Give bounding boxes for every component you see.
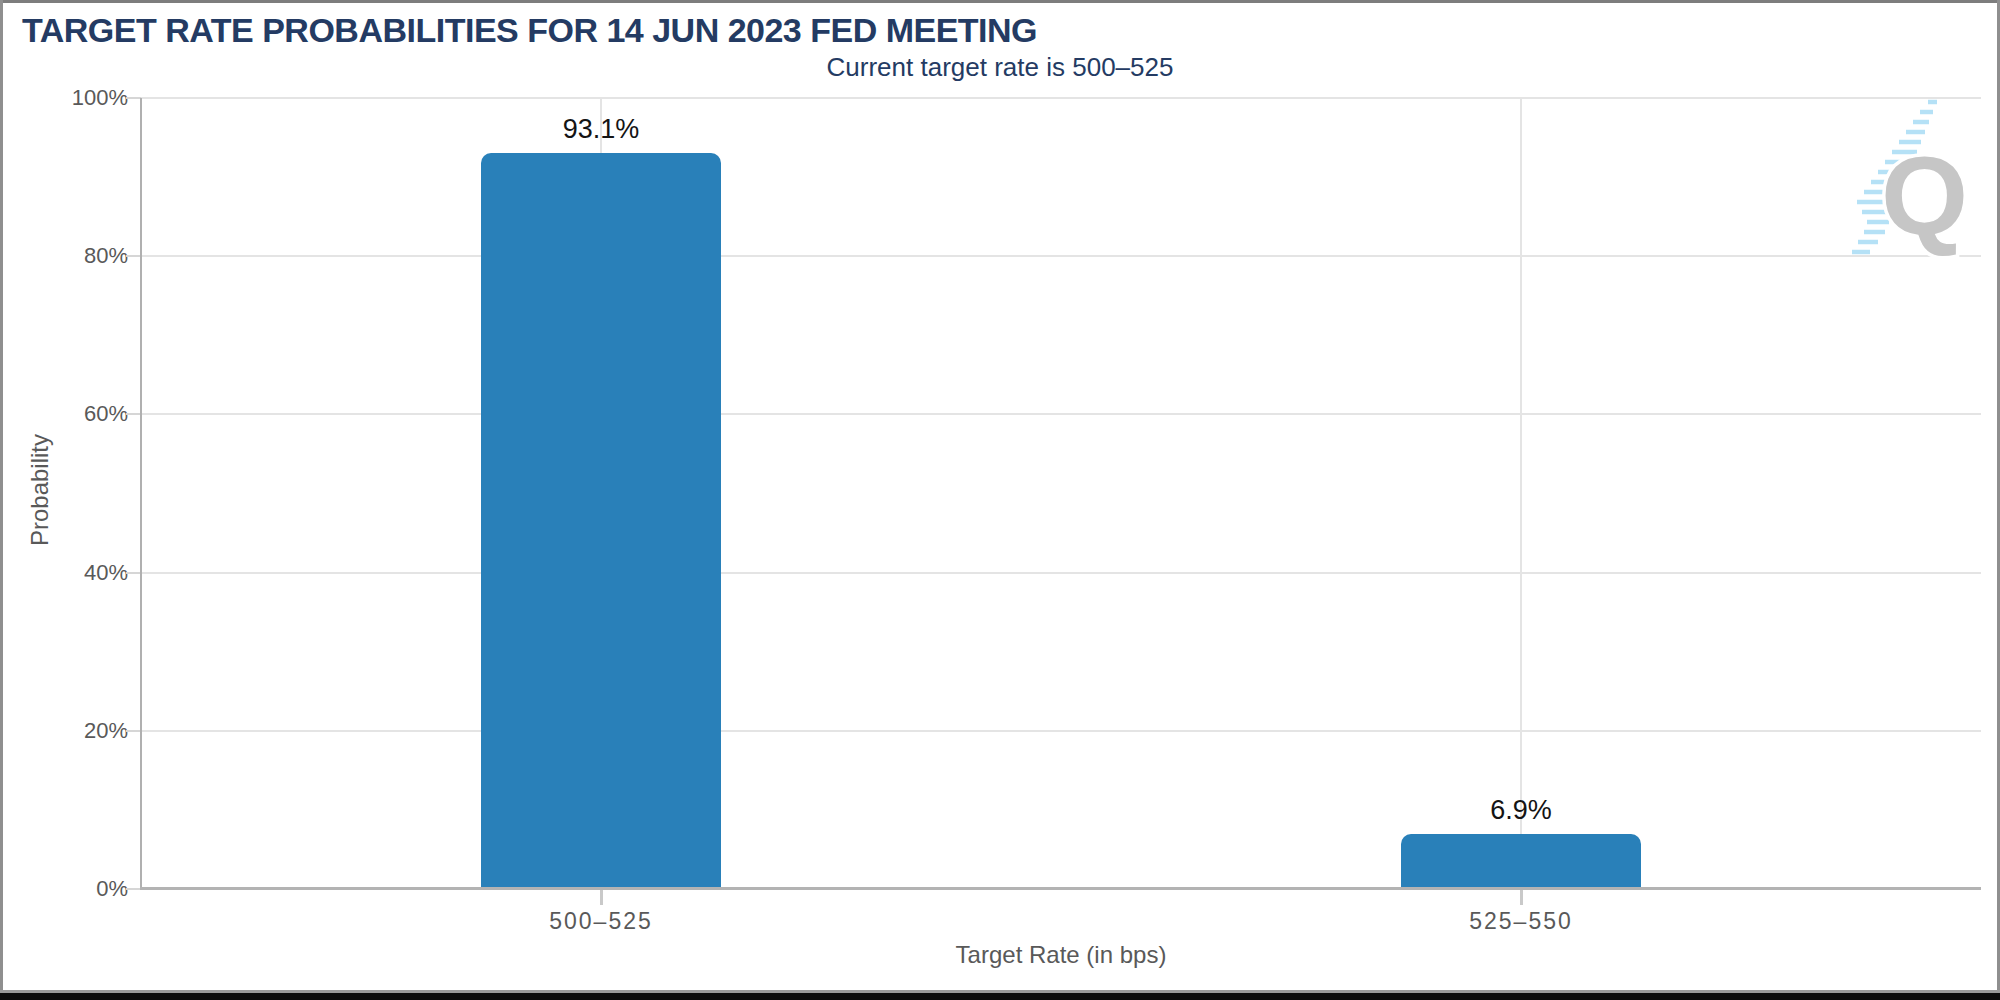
y-tick-label-0: 0% [96,877,128,901]
window-border-left [0,0,3,990]
y-tick-label-40: 40% [84,561,128,585]
logo-q-letter: Q [1881,133,1968,258]
y-tick-mark [126,97,141,99]
y-tick-label-60: 60% [84,402,128,426]
y-axis-title: Probability [26,434,54,546]
y-tick-label-100: 100% [72,86,128,110]
bar-column-525-550: 6.9% [1401,98,1641,889]
gridline-40pct [141,572,1981,574]
window-border-top [0,0,2000,3]
bar-500-525 [481,153,721,889]
gridline-100pct [141,97,1981,99]
x-tick-mark [1520,889,1523,905]
y-axis-line [140,98,142,889]
y-tick-label-20: 20% [84,719,128,743]
window-edge-strip [0,993,2000,1000]
chart-subtitle: Current target rate is 500–525 [0,52,2000,83]
x-axis-title: Target Rate (in bps) [141,941,1981,969]
gridline-20pct [141,730,1981,732]
y-tick-mark [126,255,141,257]
x-tick-mark [600,889,603,905]
bar-525-550 [1401,834,1641,889]
fedwatch-chart-window: { "chart_data": { "type": "bar", "title"… [0,0,2000,1000]
bar-column-500-525: 93.1% [481,98,721,889]
gridline-80pct [141,255,1981,257]
bar-value-label: 93.1% [563,114,640,144]
x-tick-label-500-525: 500–525 [549,908,653,935]
y-axis-tick-labels: 100% 80% 60% 40% 20% 0% [0,98,128,889]
gridline-60pct [141,413,1981,415]
y-tick-mark [126,730,141,732]
bar-value-label: 6.9% [1490,795,1552,825]
x-tick-label-525-550: 525–550 [1469,908,1573,935]
chart-title: TARGET RATE PROBABILITIES FOR 14 JUN 202… [22,11,1037,50]
plot-area: 93.1% 6.9% 500–525 525–550 [141,98,1981,889]
y-tick-mark [126,888,141,890]
y-tick-mark [126,413,141,415]
quikstrike-logo: Q [1840,92,1998,264]
x-axis-line [140,887,1981,890]
y-tick-mark [126,572,141,574]
y-tick-label-80: 80% [84,244,128,268]
